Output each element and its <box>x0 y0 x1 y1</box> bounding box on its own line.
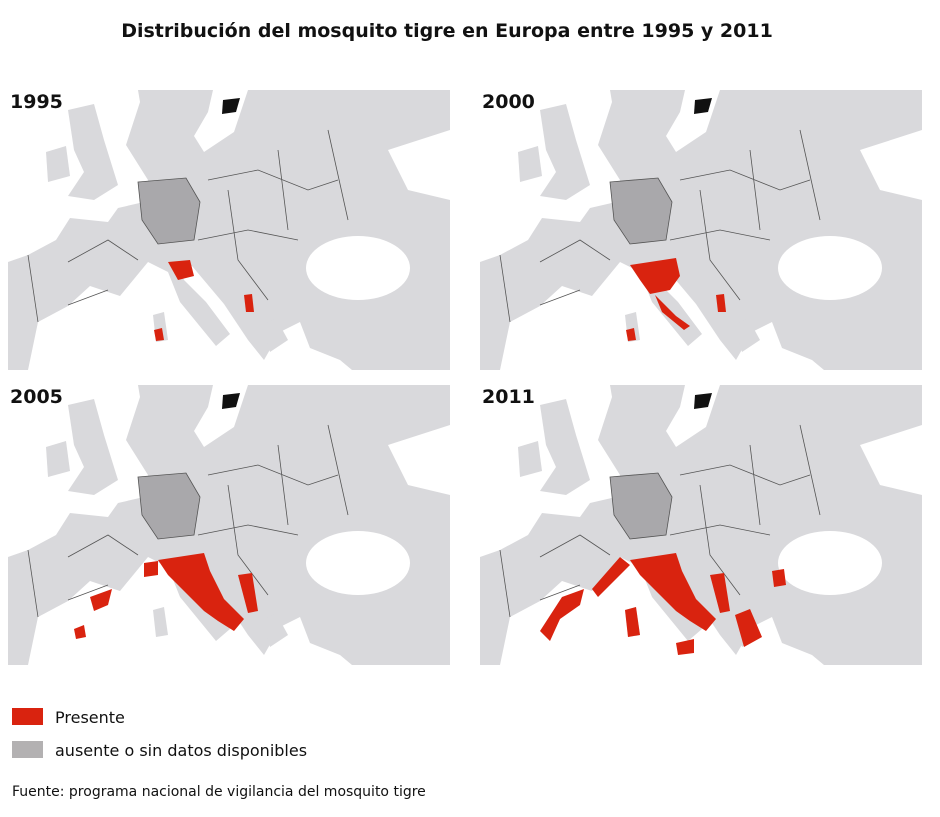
present-area <box>716 294 726 312</box>
present-area <box>244 294 254 312</box>
present-area <box>144 561 158 577</box>
present-area <box>655 295 690 330</box>
present-area <box>154 328 164 341</box>
legend-swatch <box>12 741 43 758</box>
legend-label: ausente o sin datos disponibles <box>55 741 307 760</box>
present-area <box>676 639 694 655</box>
legend-swatch <box>12 708 43 725</box>
present-area <box>630 258 680 294</box>
source: Fuente: programa nacional de vigilancia … <box>12 784 426 800</box>
present-area <box>540 589 584 641</box>
map-panel: 2005 <box>7 384 451 666</box>
title: Distribución del mosquito tigre en Europ… <box>121 20 773 42</box>
map-panel: 1995 <box>7 89 451 371</box>
present-area <box>90 589 112 611</box>
present-area <box>168 260 194 280</box>
present-area <box>592 557 630 597</box>
map-panel: 2000 <box>479 89 923 371</box>
present-area <box>74 625 86 639</box>
map-year: 2011 <box>482 386 535 408</box>
present-area <box>238 573 258 613</box>
map-year: 2005 <box>10 386 63 408</box>
legend-label: Presente <box>55 708 125 727</box>
present-area <box>625 607 640 637</box>
present-area <box>772 569 786 587</box>
present-area <box>626 328 636 341</box>
map-year: 1995 <box>10 91 63 113</box>
map-year: 2000 <box>482 91 535 113</box>
present-area <box>710 573 730 613</box>
map-panel: 2011 <box>479 384 923 666</box>
present-area <box>735 609 762 647</box>
